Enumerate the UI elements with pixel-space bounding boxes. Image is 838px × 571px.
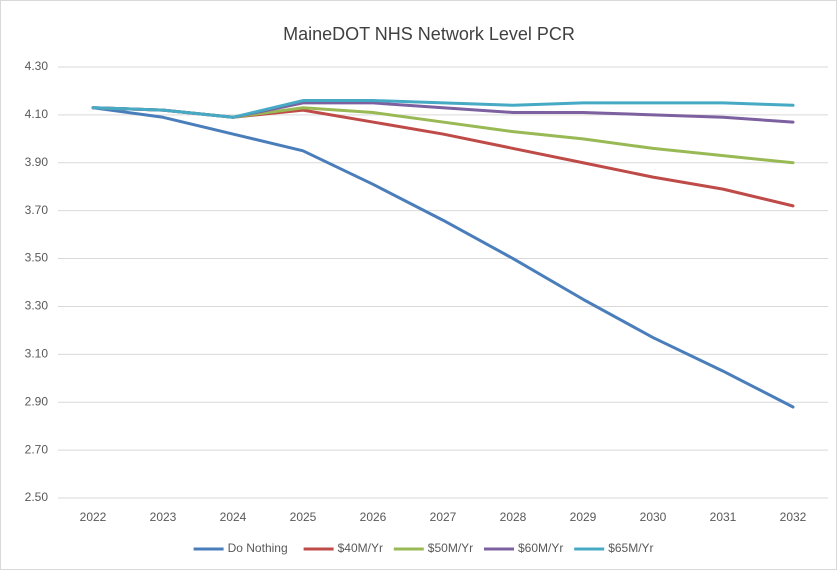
x-tick-label: 2025 (290, 510, 317, 524)
series-line (91, 106, 795, 409)
y-tick-label: 3.10 (25, 347, 49, 361)
y-tick-label: 2.90 (25, 394, 49, 408)
legend-label: $65M/Yr (608, 541, 653, 555)
x-tick-label: 2030 (640, 510, 667, 524)
x-tick-label: 2026 (360, 510, 387, 524)
legend-label: $60M/Yr (518, 541, 563, 555)
legend-label: $50M/Yr (428, 541, 473, 555)
y-tick-label: 2.70 (25, 442, 49, 456)
x-tick-label: 2022 (80, 510, 107, 524)
legend-label: $40M/Yr (338, 541, 383, 555)
x-tick-label: 2031 (710, 510, 737, 524)
x-tick-label: 2028 (500, 510, 527, 524)
y-tick-label: 3.70 (25, 203, 49, 217)
x-tick-label: 2029 (570, 510, 597, 524)
y-tick-label: 3.90 (25, 155, 49, 169)
y-tick-label: 4.30 (25, 59, 49, 73)
series-line (91, 99, 795, 119)
x-tick-label: 2023 (150, 510, 177, 524)
y-tick-label: 4.10 (25, 107, 49, 121)
y-tick-label: 2.50 (25, 490, 49, 504)
x-tick-label: 2024 (220, 510, 247, 524)
x-tick-label: 2027 (430, 510, 457, 524)
y-tick-label: 3.30 (25, 299, 49, 313)
chart-title: MaineDOT NHS Network Level PCR (283, 24, 575, 44)
y-tick-label: 3.50 (25, 251, 49, 265)
x-tick-label: 2032 (780, 510, 807, 524)
legend-label: Do Nothing (228, 541, 288, 555)
